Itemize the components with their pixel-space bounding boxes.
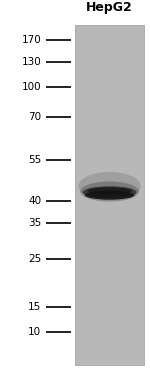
Text: 10: 10 <box>28 327 41 337</box>
Text: 100: 100 <box>21 82 41 93</box>
Text: 15: 15 <box>28 302 41 312</box>
Text: 170: 170 <box>21 35 41 45</box>
Text: HepG2: HepG2 <box>86 2 133 14</box>
Ellipse shape <box>83 186 137 198</box>
Ellipse shape <box>80 181 139 202</box>
Ellipse shape <box>87 187 132 194</box>
Text: 130: 130 <box>21 57 41 67</box>
Ellipse shape <box>78 172 141 200</box>
Ellipse shape <box>85 190 135 200</box>
FancyBboxPatch shape <box>75 26 144 365</box>
Text: 35: 35 <box>28 218 41 227</box>
Text: 25: 25 <box>28 254 41 264</box>
Text: 55: 55 <box>28 155 41 165</box>
Text: 70: 70 <box>28 112 41 122</box>
Text: 40: 40 <box>28 196 41 206</box>
